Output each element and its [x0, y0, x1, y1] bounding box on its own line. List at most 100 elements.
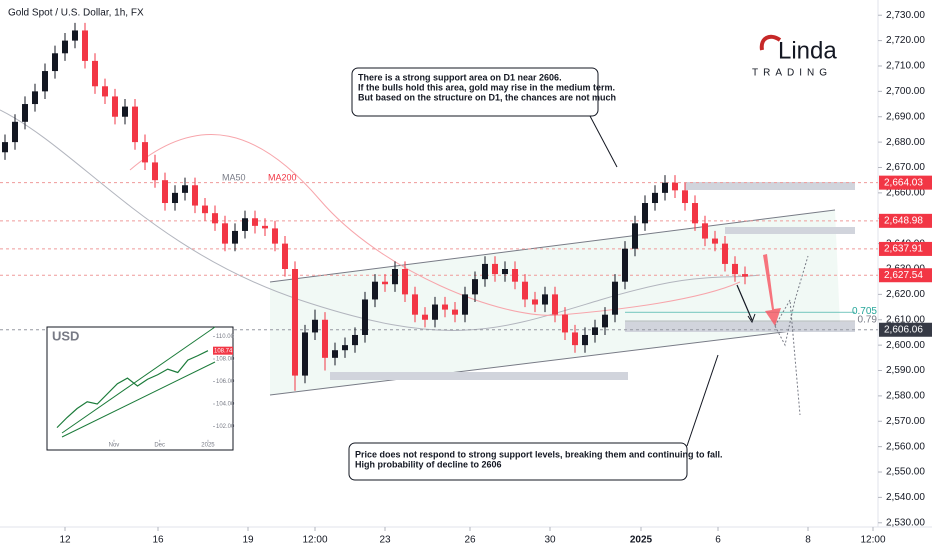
- zone: [725, 227, 855, 234]
- y-tick-label: 2,550.00: [886, 467, 925, 478]
- inset-y-label: 106.00: [216, 379, 235, 385]
- candle-body: [2, 142, 8, 153]
- ma-label: MA200: [268, 172, 297, 182]
- x-tick-label: 30: [544, 535, 556, 546]
- candle-body: [352, 334, 358, 346]
- candle-body: [372, 281, 378, 300]
- fib-label: 0.79: [858, 315, 878, 326]
- candle-body: [82, 30, 88, 61]
- candle-body: [482, 263, 488, 280]
- arrow: [736, 284, 753, 321]
- y-tick-label: 2,590.00: [886, 365, 925, 376]
- logo-hat: [759, 34, 782, 51]
- y-tick-label: 2,560.00: [886, 441, 925, 452]
- ma-label: MA50: [222, 172, 246, 182]
- candle-body: [12, 121, 18, 143]
- candle-body: [342, 345, 348, 351]
- candle-body: [362, 299, 368, 335]
- x-tick-label: 12:00: [302, 535, 327, 546]
- ma200: [129, 134, 741, 316]
- annotation-text: There is a strong support area on D1 nea…: [358, 72, 562, 82]
- level-label: 2,606.06: [884, 324, 923, 335]
- x-tick-label: 12: [59, 535, 71, 546]
- annotation-text: High probability of decline to 2606: [355, 459, 502, 469]
- annotation-text: But based on the structure on D1, the ch…: [358, 92, 616, 102]
- zone: [625, 322, 855, 332]
- candle-body: [292, 269, 298, 376]
- y-tick-label: 2,670.00: [886, 162, 925, 173]
- y-tick-label: 2,660.00: [886, 188, 925, 199]
- candle-body: [142, 142, 148, 163]
- callout-box: [351, 67, 599, 117]
- inset-frame: [46, 326, 234, 451]
- y-tick-label: 2,580.00: [886, 391, 925, 402]
- candle-body: [642, 203, 648, 224]
- y-tick-label: 2,700.00: [886, 86, 925, 97]
- inset-x-label: 2025: [201, 443, 215, 449]
- channel-upper: [269, 209, 836, 283]
- level-label: 2,664.03: [884, 177, 923, 188]
- candle-body: [122, 106, 128, 117]
- inset-channel: [61, 326, 216, 434]
- candle-body: [302, 332, 308, 376]
- callout-pointer: [686, 354, 719, 447]
- logo-name: Linda: [778, 37, 837, 64]
- candle-body: [602, 314, 608, 328]
- y-tick-label: 2,720.00: [886, 35, 925, 46]
- y-tick-label: 2,570.00: [886, 416, 925, 427]
- candle-body: [172, 192, 178, 204]
- candle-body: [472, 279, 478, 295]
- candle-body: [32, 91, 38, 105]
- candle-body: [132, 106, 138, 143]
- candle-body: [722, 243, 728, 264]
- candle-body: [162, 180, 168, 204]
- y-tick-label: 2,540.00: [886, 492, 925, 503]
- candle-body: [692, 203, 698, 224]
- candle-body: [202, 205, 208, 214]
- candle-body: [392, 269, 398, 285]
- channel-lower: [269, 324, 841, 396]
- candle-body: [432, 304, 438, 320]
- annotation-text: Price does not respond to strong support…: [355, 449, 723, 459]
- level-badge: [879, 268, 932, 283]
- candle-body: [622, 248, 628, 282]
- y-tick-label: 2,620.00: [886, 289, 925, 300]
- candle-body: [672, 182, 678, 191]
- candle-body: [512, 269, 518, 282]
- inset-line: [56, 350, 209, 429]
- inset-y-label: 110.00: [216, 334, 235, 340]
- inset-last-badge: [213, 346, 233, 355]
- callout-pointer: [589, 115, 618, 168]
- candle-body: [412, 294, 418, 315]
- x-tick-label: 16: [152, 535, 164, 546]
- inset-title: USD: [52, 328, 79, 343]
- level-badge: [879, 241, 932, 256]
- candle-body: [272, 228, 278, 244]
- annotation-text: If the bulls hold this area, gold may ri…: [358, 82, 615, 92]
- candle-body: [232, 230, 238, 244]
- candle-body: [712, 238, 718, 244]
- candle-body: [152, 162, 158, 181]
- zone: [330, 372, 628, 380]
- level-badge: [879, 175, 932, 190]
- inset-y-label: 102.00: [216, 424, 235, 430]
- candle-body: [52, 53, 58, 72]
- candle-body: [452, 309, 458, 315]
- candle-body: [542, 294, 548, 305]
- candle-body: [592, 327, 598, 335]
- candle-body: [552, 294, 558, 315]
- candle-body: [612, 281, 618, 315]
- x-tick-label: 6: [715, 535, 721, 546]
- candle-body: [572, 332, 578, 346]
- candle-body: [652, 192, 658, 204]
- x-tick-label: 23: [379, 535, 391, 546]
- candle-body: [222, 223, 228, 244]
- inset-x-label: Nov: [109, 443, 120, 449]
- arrow-head: [747, 313, 756, 324]
- level-label: 2,627.54: [884, 270, 923, 281]
- candle-body: [242, 218, 248, 231]
- ma50: [0, 109, 761, 331]
- candle-body: [312, 319, 318, 333]
- candle-body: [442, 304, 448, 310]
